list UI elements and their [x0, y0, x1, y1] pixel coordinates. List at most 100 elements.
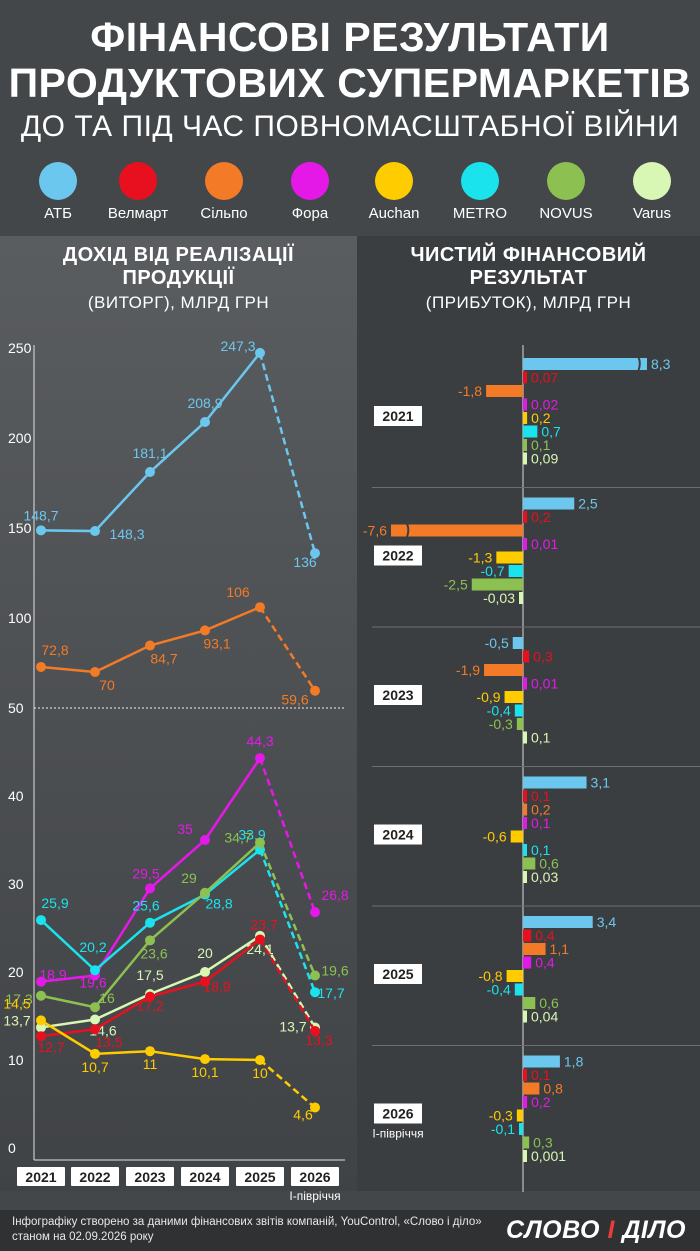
series-велмарт: 12,7 13,5 17,2 18,9 23,7 13,3 [36, 916, 333, 1055]
data-point [255, 837, 265, 848]
bar [504, 691, 523, 703]
bar-label: 0,6 [539, 995, 559, 1011]
bar [523, 871, 527, 883]
bar [523, 1010, 527, 1023]
data-point [145, 1046, 155, 1057]
bar-label: 0,001 [531, 1148, 566, 1164]
y-tick-label: 0 [8, 1140, 16, 1156]
bar [516, 1109, 523, 1122]
data-label: 84,7 [150, 651, 177, 667]
bar-label: 0,6 [539, 856, 559, 872]
x-tick-label: 2022 [79, 1169, 110, 1185]
bar-label: 1,1 [550, 941, 570, 957]
chart-canvas: 0 10 20 30 40 50 100 150 200 250 2021 2022 2023 2024 2… [3, 338, 700, 1203]
bar [523, 1055, 560, 1068]
bar-label: 0,1 [531, 437, 551, 453]
bar-label: 0,2 [531, 1094, 551, 1110]
x-category: 2022 [71, 1167, 119, 1186]
bar-label: 0,2 [531, 509, 551, 525]
bar [523, 677, 527, 690]
y-tick-label: 150 [8, 520, 32, 536]
data-point [310, 685, 320, 696]
bar-break-mark [405, 523, 410, 538]
data-label: 59,6 [281, 692, 308, 708]
profit-title-line-2: РЕЗУЛЬТАТ [469, 267, 588, 289]
data-point [36, 976, 46, 987]
year-note: І-півріччя [372, 1127, 423, 1141]
bar [523, 857, 536, 870]
bar-label: 0,04 [531, 1009, 558, 1025]
revenue-title-line-1: ДОХІД ВІД РЕАЛІЗАЦІЇ [62, 244, 295, 266]
series-line-forecast [259, 1059, 316, 1109]
logo-word-2: ДІЛО [622, 1216, 686, 1244]
data-point [36, 1015, 46, 1026]
x-category: 2021 [17, 1167, 65, 1186]
data-point [200, 416, 210, 427]
data-point [90, 667, 100, 677]
y-tick-label: 20 [8, 964, 24, 980]
legend-label: Велмарт [107, 205, 169, 222]
series-auchan: 14,5 10,7 11 10,1 10 4,6 [3, 995, 320, 1123]
data-label: 247,3 [220, 338, 255, 354]
series-фора: 18,9 19,6 29,5 35 44,3 26,8 [36, 733, 349, 991]
bar [523, 412, 528, 424]
data-point [200, 976, 210, 987]
data-point [255, 1055, 265, 1065]
data-label: 17,2 [136, 998, 163, 1014]
data-point [145, 883, 155, 894]
bar-label: 0,8 [543, 1081, 563, 1097]
data-point [36, 1031, 46, 1042]
bar-label: -7,6 [363, 523, 387, 539]
y-tick-label: 100 [8, 610, 32, 626]
revenue-title-line-2: ПРОДУКЦІЇ [122, 267, 235, 289]
bar-label: 0,1 [531, 730, 551, 746]
data-point [36, 525, 46, 536]
year-label: 2023 [382, 687, 413, 703]
data-point [255, 347, 265, 358]
bar [523, 1069, 527, 1081]
legend-item-varus: Varus [612, 162, 692, 222]
legend-label: Auchan [368, 205, 420, 222]
data-label: 28,8 [205, 896, 232, 912]
data-label: 11 [143, 1056, 158, 1072]
bar [519, 592, 523, 604]
bar [523, 803, 528, 816]
year-box [374, 545, 422, 566]
bar-label: 0,4 [535, 955, 555, 971]
data-label: 17,3 [5, 991, 32, 1007]
bar [506, 970, 523, 982]
bar-group-2022: 2022 2,5 0,2 -7,6 0,01 -1,3-0,7 -2,5 -0,03 [363, 487, 700, 606]
year-label: 2022 [382, 548, 413, 564]
bar-label: 8,3 [651, 356, 671, 372]
bar [523, 650, 530, 663]
data-point [200, 887, 210, 898]
bar [523, 511, 528, 523]
source-note: Інфографіку створено за даними фінансови… [12, 1216, 482, 1243]
bar-label: 1,8 [564, 1054, 584, 1070]
legend-label: Сільпо [200, 205, 248, 222]
legend-item-атб: АТБ [18, 162, 98, 222]
bar-label: 3,4 [597, 914, 617, 930]
data-label: 25,9 [41, 895, 68, 911]
series-line-forecast [258, 606, 317, 692]
data-point [36, 661, 46, 672]
data-label: 16 [99, 990, 115, 1006]
data-label: 10,1 [191, 1064, 218, 1080]
data-label: 17,5 [136, 967, 163, 983]
data-label: 19,6 [321, 963, 348, 979]
footer: Інфографіку створено за даними фінансови… [0, 1210, 700, 1251]
data-label: 70 [99, 677, 115, 693]
data-label: 13,7 [279, 1018, 306, 1034]
data-label: 13,7 [3, 1012, 30, 1028]
data-label: 25,6 [132, 898, 159, 914]
bar-label: 0,3 [533, 1135, 553, 1151]
year-box [374, 964, 422, 984]
legend-label: NOVUS [539, 205, 593, 222]
year-label: 2024 [382, 827, 413, 843]
data-point [200, 625, 210, 636]
subtitle: ДО ТА ПІД ЧАС ПОВНОМАСШТАБНОЇ ВІЙНИ [20, 110, 680, 143]
data-point [145, 640, 155, 651]
bar [523, 929, 532, 942]
legend-dot [39, 162, 77, 200]
data-label: 26,8 [321, 887, 348, 903]
